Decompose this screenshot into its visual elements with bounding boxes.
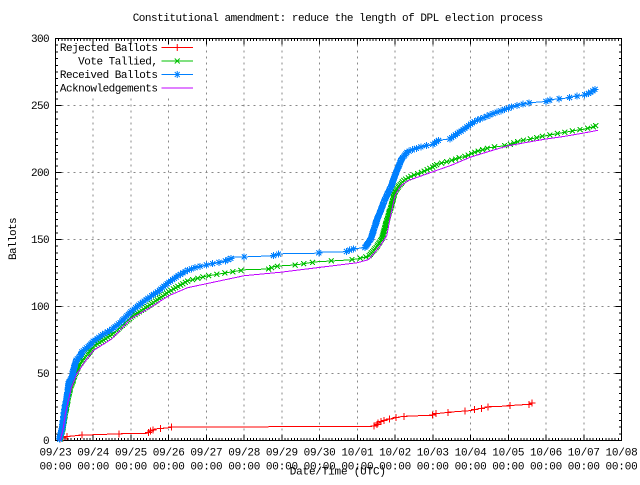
svg-text:150: 150 xyxy=(31,235,49,247)
svg-text:200: 200 xyxy=(31,168,49,180)
svg-text:Date/Time (UTC): Date/Time (UTC) xyxy=(290,467,386,479)
svg-text:00:00: 00:00 xyxy=(228,462,260,474)
svg-text:250: 250 xyxy=(31,101,49,113)
svg-text:Acknowledgements: Acknowledgements xyxy=(60,84,158,96)
svg-text:00:00: 00:00 xyxy=(341,462,373,474)
svg-text:09/23: 09/23 xyxy=(39,448,71,460)
svg-text:00:00: 00:00 xyxy=(379,462,411,474)
svg-text:09/29: 09/29 xyxy=(266,448,298,460)
svg-text:10/08: 10/08 xyxy=(605,448,637,460)
svg-text:10/04: 10/04 xyxy=(455,448,488,460)
svg-text:09/25: 09/25 xyxy=(115,448,147,460)
svg-text:09/28: 09/28 xyxy=(228,448,260,460)
svg-text:00:00: 00:00 xyxy=(492,462,524,474)
svg-text:10/02: 10/02 xyxy=(379,448,411,460)
svg-text:100: 100 xyxy=(31,302,49,314)
svg-text:Rejected Ballots: Rejected Ballots xyxy=(60,43,158,55)
svg-text:Ballots: Ballots xyxy=(8,218,20,260)
svg-text:00:00: 00:00 xyxy=(530,462,562,474)
svg-text:00:00: 00:00 xyxy=(153,462,185,474)
svg-text:00:00: 00:00 xyxy=(304,462,336,474)
svg-text:10/05: 10/05 xyxy=(492,448,524,460)
svg-text:10/07: 10/07 xyxy=(568,448,600,460)
svg-text:Vote Tallied,: Vote Tallied, xyxy=(78,57,157,69)
svg-text:00:00: 00:00 xyxy=(417,462,449,474)
svg-text:09/30: 09/30 xyxy=(304,448,336,460)
svg-text:00:00: 00:00 xyxy=(39,462,71,474)
svg-text:10/03: 10/03 xyxy=(417,448,449,460)
svg-text:0: 0 xyxy=(43,436,49,448)
svg-text:50: 50 xyxy=(37,369,49,381)
svg-text:00:00: 00:00 xyxy=(115,462,147,474)
svg-text:Constitutional amendment: redu: Constitutional amendment: reduce the len… xyxy=(133,13,543,25)
svg-text:00:00: 00:00 xyxy=(266,462,298,474)
svg-text:09/26: 09/26 xyxy=(153,448,185,460)
svg-text:10/06: 10/06 xyxy=(530,448,562,460)
svg-text:Received Ballots: Received Ballots xyxy=(60,70,158,82)
svg-text:10/01: 10/01 xyxy=(341,448,374,460)
svg-text:300: 300 xyxy=(31,34,49,46)
svg-text:00:00: 00:00 xyxy=(455,462,487,474)
svg-text:00:00: 00:00 xyxy=(77,462,109,474)
svg-text:09/24: 09/24 xyxy=(77,448,110,460)
svg-text:00:00: 00:00 xyxy=(568,462,600,474)
svg-text:09/27: 09/27 xyxy=(190,448,222,460)
svg-text:00:00: 00:00 xyxy=(190,462,222,474)
svg-text:00:00: 00:00 xyxy=(605,462,637,474)
